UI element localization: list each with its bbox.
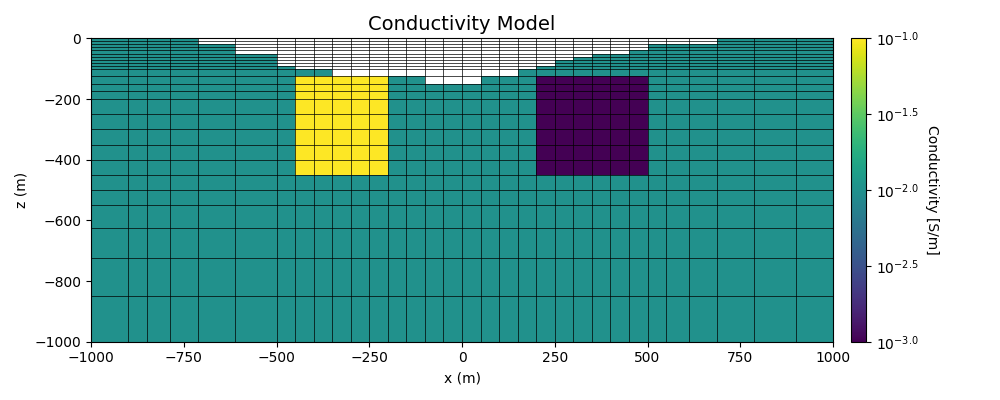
Title: Conductivity Model: Conductivity Model xyxy=(368,15,556,34)
Y-axis label: z (m): z (m) xyxy=(15,172,29,208)
X-axis label: x (m): x (m) xyxy=(444,371,481,385)
Y-axis label: Conductivity [S/m]: Conductivity [S/m] xyxy=(925,125,939,255)
